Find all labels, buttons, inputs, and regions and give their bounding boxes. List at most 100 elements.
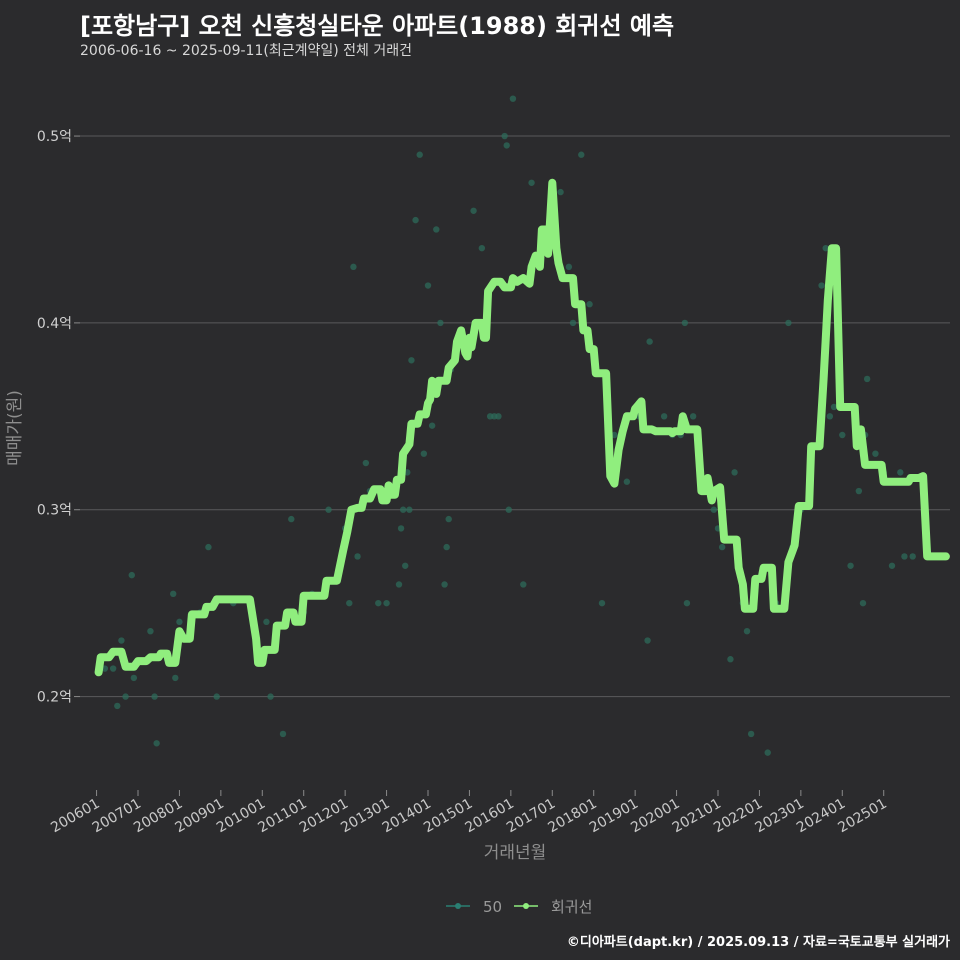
scatter-point (710, 506, 718, 513)
scatter-point (565, 263, 573, 271)
scatter-points (101, 95, 916, 756)
scatter-point (528, 179, 535, 186)
chart-title: [포항남구] 오천 신흥청실타운 아파트(1988) 회귀선 예측 (80, 12, 675, 40)
y-tick-labels: 0.2억 0.3억 0.4억 0.5억 (37, 129, 72, 706)
x-axis-title: 거래년월 (484, 843, 547, 863)
y-axis-title: 매매가(원) (5, 390, 25, 466)
scatter-point (747, 730, 755, 738)
scatter-point (822, 244, 829, 252)
scatter-point (681, 319, 689, 327)
scatter-point (586, 301, 593, 308)
scatter-point (397, 525, 405, 532)
legend-points-dot (455, 903, 461, 909)
scatter-point (888, 562, 896, 569)
scatter-point (646, 338, 653, 345)
scatter-point (731, 469, 738, 476)
scatter-point (660, 413, 668, 420)
scatter-point (176, 618, 183, 626)
legend-label-points: 50 (483, 898, 502, 916)
scatter-point (383, 599, 390, 607)
scatter-point (578, 151, 585, 158)
scatter-point (839, 431, 846, 439)
scatter-point (412, 216, 419, 224)
scatter-point (362, 459, 370, 467)
scatter-point (118, 637, 125, 644)
scatter-point (495, 413, 502, 420)
scatter-point (909, 553, 916, 560)
scatter-point (416, 151, 423, 158)
scatter-point (395, 581, 403, 588)
scatter-point (109, 665, 117, 672)
scatter-point (872, 450, 879, 457)
scatter-point (503, 142, 510, 149)
scatter-point (830, 403, 838, 411)
scatter-point (399, 506, 407, 513)
scatter-point (279, 730, 287, 738)
scatter-point (743, 627, 751, 635)
scatter-point (443, 543, 450, 551)
scatter-point (433, 226, 440, 233)
scatter-point (644, 637, 651, 644)
scatter-point (354, 553, 361, 560)
scatter-point (611, 431, 618, 439)
scatter-point (346, 599, 353, 607)
scatter-point (437, 319, 444, 327)
scatter-point (408, 357, 415, 364)
scatter-point (424, 282, 432, 289)
scatter-point (859, 599, 867, 607)
y-tick-label: 0.3억 (37, 503, 72, 519)
scatter-point (520, 581, 527, 588)
scatter-point (509, 95, 517, 102)
scatter-point (151, 693, 158, 700)
scatter-point (267, 693, 274, 700)
scatter-point (114, 702, 121, 710)
scatter-point (598, 599, 606, 607)
scatter-point (470, 207, 477, 214)
scatter-point (478, 244, 486, 252)
scatter-point (764, 749, 771, 756)
scatter-point (445, 515, 452, 523)
scatter-point (213, 693, 220, 700)
scatter-point (718, 543, 726, 551)
scatter-point (350, 263, 357, 271)
scatter-point (128, 571, 135, 579)
scatter-point (557, 188, 564, 196)
scatter-point (569, 319, 577, 327)
scatter-point (375, 599, 382, 607)
scatter-point (501, 132, 508, 140)
scatter-point (901, 553, 908, 560)
scatter-point (855, 487, 863, 495)
scatter-point (428, 422, 436, 429)
scatter-point (818, 282, 825, 289)
scatter-point (847, 562, 854, 569)
y-tick-label: 0.5억 (37, 129, 72, 145)
scatter-point (897, 469, 904, 476)
scatter-point (288, 515, 295, 523)
scatter-point (863, 375, 871, 383)
scatter-point (122, 693, 129, 700)
legend-line-dot (523, 903, 529, 909)
x-tick-labels: 2006012007012008012009012010012011012012… (48, 796, 889, 837)
scatter-point (420, 450, 428, 457)
regression-line (94, 178, 950, 677)
y-tick-label: 0.4억 (37, 316, 72, 332)
regression-line-layer (94, 178, 950, 677)
scatter-point (406, 506, 413, 513)
scatter-point (623, 478, 631, 485)
legend-label-line: 회귀선 (551, 898, 592, 916)
scatter-point (205, 543, 212, 551)
chart-subtitle: 2006-06-16 ~ 2025-09-11(최근계약일) 전체 거래건 (80, 43, 412, 59)
scatter-point (441, 581, 448, 588)
scatter-point (147, 627, 154, 635)
grid-layer (74, 135, 950, 796)
scatter-point (727, 656, 734, 663)
y-tick-label: 0.2억 (37, 690, 72, 706)
scatter-point (325, 506, 332, 513)
scatter-point (263, 618, 270, 626)
scatter-point (505, 506, 512, 513)
legend: 50 회귀선 (446, 898, 592, 916)
scatter-point (130, 674, 138, 682)
scatter-point (402, 562, 409, 569)
scatter-point (172, 674, 179, 682)
